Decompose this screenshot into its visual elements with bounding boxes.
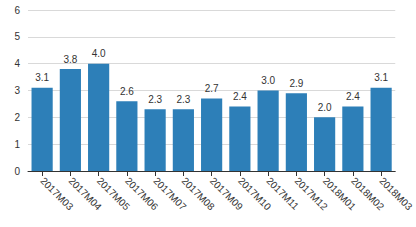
svg-text:2017M10: 2017M10 [236,175,274,213]
svg-text:2017M05: 2017M05 [94,175,132,213]
svg-text:3.8: 3.8 [63,54,77,65]
svg-text:2.0: 2.0 [318,102,332,113]
svg-text:2018M02: 2018M02 [349,175,387,213]
svg-text:6: 6 [14,5,20,16]
svg-text:2.3: 2.3 [176,94,190,105]
svg-text:2.4: 2.4 [346,91,360,102]
svg-text:2: 2 [14,112,20,123]
svg-text:2.9: 2.9 [289,78,303,89]
svg-text:3.1: 3.1 [374,72,388,83]
svg-text:2017M11: 2017M11 [264,175,301,212]
svg-text:2.6: 2.6 [120,86,134,97]
svg-text:2.7: 2.7 [205,83,219,94]
svg-text:2018M01: 2018M01 [320,175,358,213]
svg-text:2017M08: 2017M08 [179,175,217,213]
svg-text:1: 1 [14,139,20,150]
svg-text:2017M03: 2017M03 [38,175,76,213]
svg-text:4.0: 4.0 [92,48,106,59]
svg-text:0: 0 [14,166,20,177]
svg-text:3.0: 3.0 [261,75,275,86]
svg-text:3.1: 3.1 [35,72,49,83]
svg-text:2.4: 2.4 [233,91,247,102]
svg-text:2017M06: 2017M06 [123,175,161,213]
svg-text:2017M07: 2017M07 [151,175,189,213]
svg-text:3: 3 [14,85,20,96]
svg-text:4: 4 [14,58,20,69]
svg-text:2017M12: 2017M12 [292,175,330,213]
svg-text:2.3: 2.3 [148,94,162,105]
svg-text:5: 5 [14,31,20,42]
svg-text:2018M03: 2018M03 [377,175,415,213]
svg-text:2017M04: 2017M04 [66,175,104,213]
svg-text:2017M09: 2017M09 [207,175,245,213]
